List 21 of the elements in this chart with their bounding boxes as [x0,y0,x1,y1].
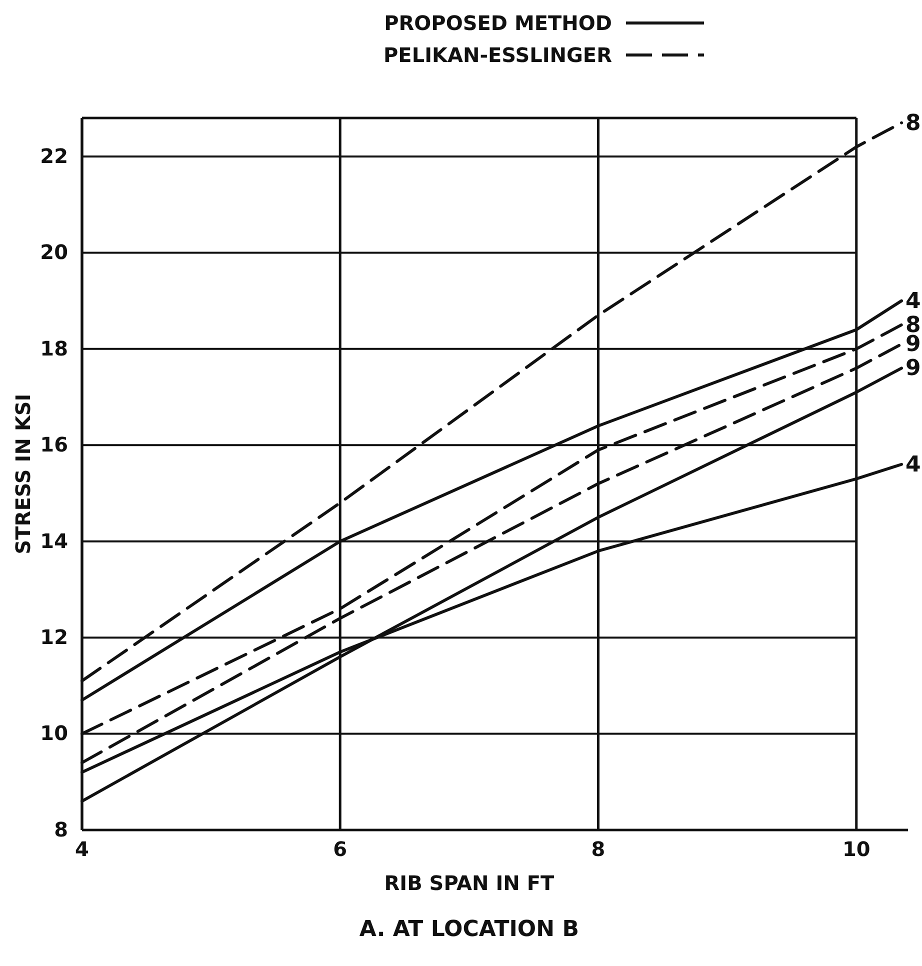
y-tick-label: 14 [40,528,68,553]
text: A. AT LOCATION B [359,917,579,942]
series-label: 8 [906,110,921,136]
x-tick-label: 4 [75,837,89,862]
series-label: 9 [906,356,921,382]
x-tick-label: 8 [591,837,606,862]
x-axis-title: RIB SPAN IN FT [384,871,554,895]
series-label: 4 [906,288,921,314]
y-tick-label: 16 [40,432,68,457]
text: PROPOSED METHOD [384,11,612,35]
y-tick-label: 8 [54,817,68,842]
x-tick-label: 10 [842,837,870,862]
y-tick-label: 22 [40,144,68,168]
y-tick-label: 10 [40,721,68,746]
text: PELIKAN-ESSLINGER [384,43,612,67]
x-tick-label: 6 [333,837,348,862]
y-tick-label: 20 [40,240,68,264]
y-axis-title: STRESS IN KSI [11,394,35,554]
y-tick-label: 12 [40,624,68,649]
y-tick-label: 18 [40,336,68,360]
series-label: 4 [906,452,921,478]
